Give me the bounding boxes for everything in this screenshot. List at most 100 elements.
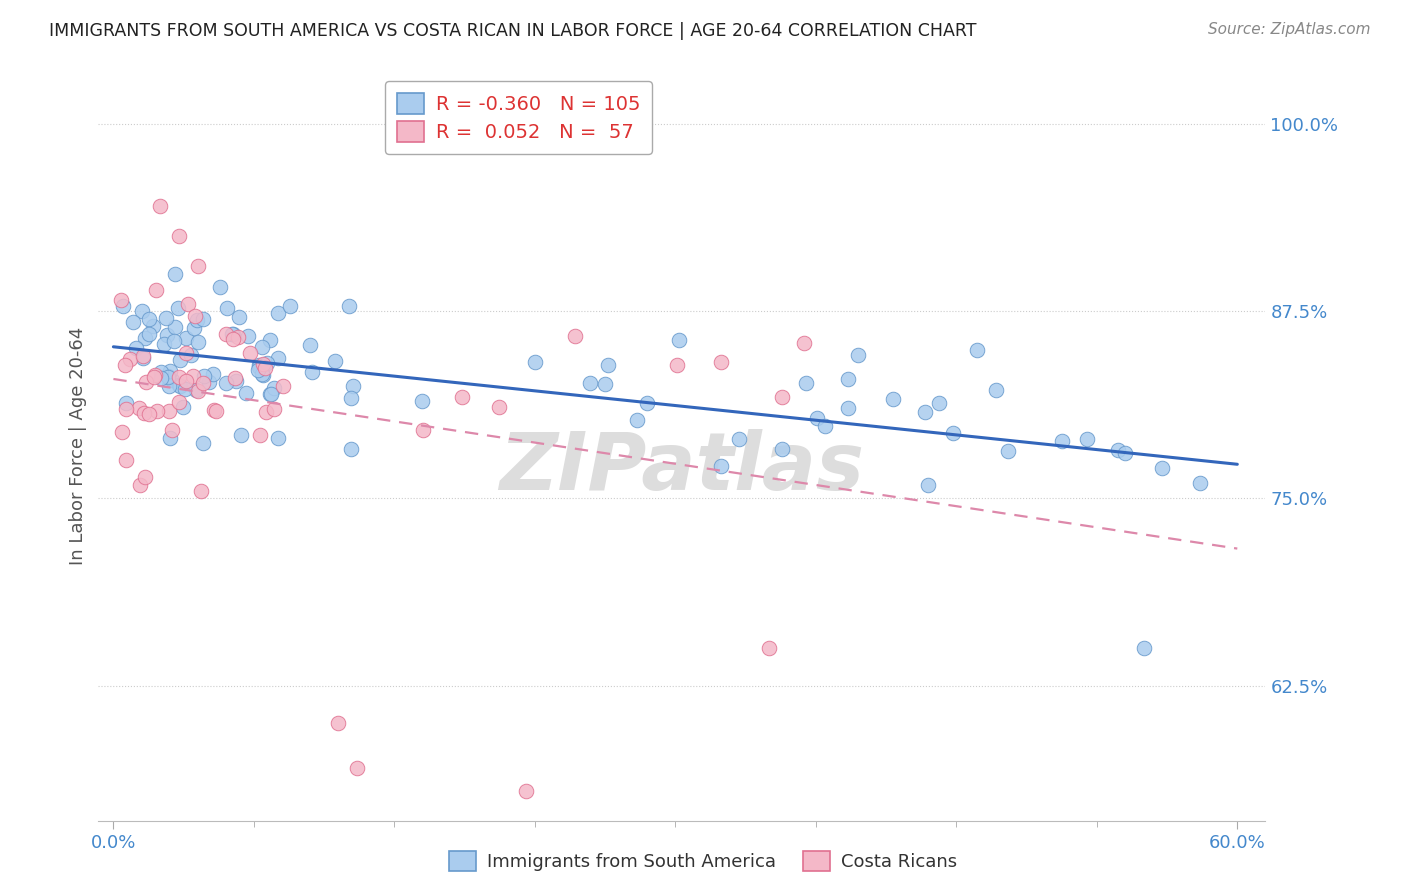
Point bbox=[157, 379, 180, 393]
Point bbox=[122, 315, 145, 329]
Point bbox=[187, 384, 209, 398]
Point bbox=[263, 381, 285, 395]
Point bbox=[228, 310, 250, 324]
Point bbox=[160, 373, 183, 387]
Point bbox=[128, 477, 150, 491]
Point bbox=[160, 423, 183, 437]
Point bbox=[1052, 434, 1074, 449]
Point bbox=[174, 382, 197, 396]
Point bbox=[770, 391, 793, 405]
Point bbox=[254, 405, 277, 419]
Point bbox=[837, 401, 859, 416]
Point bbox=[666, 358, 689, 372]
Point bbox=[247, 358, 270, 372]
Point bbox=[145, 404, 167, 418]
Legend: Immigrants from South America, Costa Ricans: Immigrants from South America, Costa Ric… bbox=[441, 844, 965, 879]
Point bbox=[280, 299, 302, 313]
Point bbox=[142, 370, 165, 384]
Point bbox=[247, 359, 270, 374]
Point bbox=[636, 395, 658, 409]
Point bbox=[174, 345, 197, 359]
Point bbox=[134, 470, 156, 484]
Point bbox=[814, 418, 837, 433]
Point bbox=[252, 367, 274, 381]
Point bbox=[169, 353, 191, 368]
Point bbox=[728, 432, 751, 446]
Point bbox=[174, 331, 197, 345]
Point bbox=[596, 358, 619, 372]
Point bbox=[156, 370, 179, 384]
Point bbox=[149, 199, 172, 213]
Point bbox=[167, 394, 190, 409]
Point bbox=[150, 365, 173, 379]
Point bbox=[180, 348, 202, 362]
Point bbox=[986, 383, 1008, 397]
Point bbox=[128, 401, 150, 415]
Point bbox=[217, 301, 239, 315]
Point bbox=[1132, 641, 1154, 656]
Point bbox=[186, 313, 208, 327]
Point bbox=[131, 303, 153, 318]
Point bbox=[135, 375, 157, 389]
Point bbox=[110, 293, 132, 307]
Point bbox=[252, 368, 274, 382]
Point bbox=[259, 334, 281, 348]
Point bbox=[411, 393, 433, 408]
Point bbox=[138, 312, 160, 326]
Point bbox=[578, 376, 600, 390]
Point bbox=[1188, 476, 1211, 491]
Point bbox=[450, 390, 472, 404]
Point bbox=[193, 312, 215, 326]
Point bbox=[169, 379, 191, 393]
Point bbox=[226, 329, 249, 343]
Point bbox=[710, 459, 733, 474]
Point bbox=[668, 333, 690, 347]
Point bbox=[138, 327, 160, 342]
Point bbox=[111, 425, 134, 439]
Point bbox=[191, 435, 214, 450]
Point bbox=[882, 392, 904, 406]
Point bbox=[159, 364, 181, 378]
Point bbox=[340, 442, 363, 456]
Point bbox=[202, 368, 225, 382]
Point bbox=[215, 326, 238, 341]
Point bbox=[524, 355, 547, 369]
Point bbox=[271, 379, 294, 393]
Point bbox=[115, 396, 138, 410]
Point bbox=[172, 401, 194, 415]
Point bbox=[488, 401, 510, 415]
Point bbox=[928, 395, 950, 409]
Point bbox=[267, 431, 290, 445]
Y-axis label: In Labor Force | Age 20-64: In Labor Force | Age 20-64 bbox=[69, 326, 87, 566]
Point bbox=[112, 299, 135, 313]
Point bbox=[166, 301, 188, 315]
Point bbox=[156, 328, 179, 343]
Point bbox=[143, 368, 166, 382]
Point bbox=[153, 337, 176, 351]
Point bbox=[709, 355, 731, 369]
Point bbox=[159, 431, 181, 445]
Point bbox=[229, 427, 252, 442]
Point bbox=[323, 354, 346, 368]
Point bbox=[267, 306, 290, 320]
Point bbox=[155, 310, 177, 325]
Point bbox=[564, 328, 586, 343]
Point bbox=[132, 349, 155, 363]
Point bbox=[1152, 461, 1174, 475]
Point bbox=[150, 371, 173, 385]
Point bbox=[235, 386, 257, 401]
Text: IMMIGRANTS FROM SOUTH AMERICA VS COSTA RICAN IN LABOR FORCE | AGE 20-64 CORRELAT: IMMIGRANTS FROM SOUTH AMERICA VS COSTA R… bbox=[49, 22, 977, 40]
Point bbox=[165, 267, 187, 281]
Point bbox=[515, 783, 537, 797]
Point bbox=[339, 391, 361, 405]
Point bbox=[157, 403, 180, 417]
Point bbox=[167, 229, 190, 244]
Point bbox=[186, 384, 208, 398]
Point bbox=[337, 299, 360, 313]
Point bbox=[181, 369, 204, 384]
Point bbox=[225, 374, 247, 388]
Point bbox=[236, 329, 259, 343]
Point bbox=[157, 369, 180, 384]
Point bbox=[142, 318, 165, 333]
Point bbox=[214, 376, 236, 391]
